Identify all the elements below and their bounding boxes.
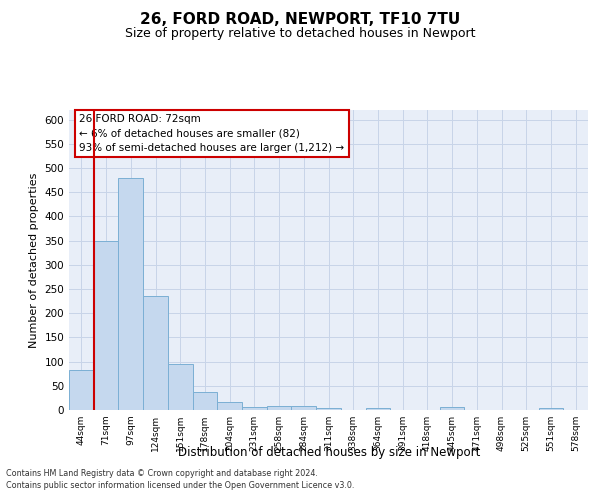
Bar: [267, 406, 292, 410]
Y-axis label: Number of detached properties: Number of detached properties: [29, 172, 39, 348]
Bar: [539, 408, 563, 410]
Bar: [292, 406, 316, 410]
Bar: [316, 408, 341, 410]
Text: Distribution of detached houses by size in Newport: Distribution of detached houses by size …: [178, 446, 480, 459]
Text: Contains HM Land Registry data © Crown copyright and database right 2024.: Contains HM Land Registry data © Crown c…: [6, 468, 318, 477]
Bar: [143, 296, 168, 410]
Bar: [94, 240, 118, 410]
Text: 26, FORD ROAD, NEWPORT, TF10 7TU: 26, FORD ROAD, NEWPORT, TF10 7TU: [140, 12, 460, 28]
Bar: [69, 370, 94, 410]
Bar: [217, 402, 242, 410]
Bar: [193, 392, 217, 410]
Bar: [242, 406, 267, 410]
Text: Size of property relative to detached houses in Newport: Size of property relative to detached ho…: [125, 28, 475, 40]
Text: Contains public sector information licensed under the Open Government Licence v3: Contains public sector information licen…: [6, 481, 355, 490]
Bar: [168, 364, 193, 410]
Bar: [440, 407, 464, 410]
Bar: [365, 408, 390, 410]
Text: 26 FORD ROAD: 72sqm
← 6% of detached houses are smaller (82)
93% of semi-detache: 26 FORD ROAD: 72sqm ← 6% of detached hou…: [79, 114, 344, 154]
Bar: [118, 178, 143, 410]
